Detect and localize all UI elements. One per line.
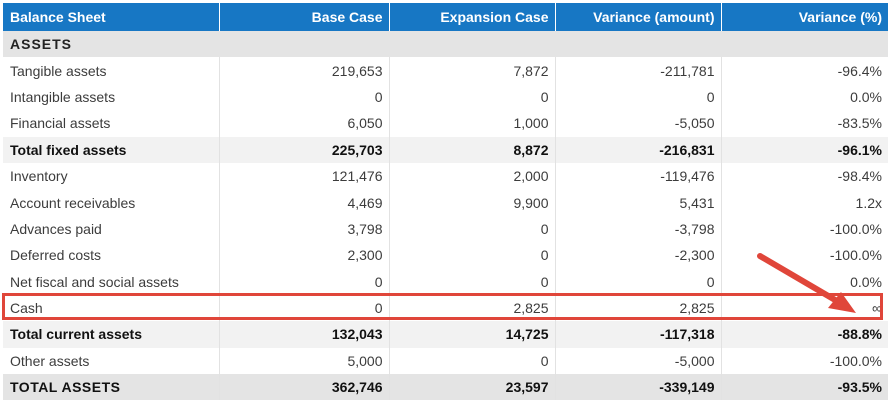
variance-amount-cell: 2,825 bbox=[555, 294, 722, 322]
row-label: Account receivables bbox=[3, 189, 220, 216]
base-case-cell: 6,050 bbox=[219, 110, 390, 137]
variance-pct-cell: 0.0% bbox=[850, 273, 882, 290]
section-row: ASSETS bbox=[3, 31, 888, 58]
expansion-case-cell: 23,597 bbox=[389, 374, 556, 401]
base-case-cell: 4,469 bbox=[219, 189, 390, 216]
row-label: Total current assets bbox=[3, 321, 220, 348]
expansion-case-cell: 0 bbox=[389, 215, 556, 243]
row-label: Intangible assets bbox=[3, 83, 220, 111]
variance-amount-cell: -2,300 bbox=[555, 242, 722, 269]
base-case-cell: 362,746 bbox=[219, 374, 390, 401]
base-case-cell: 3,798 bbox=[219, 215, 390, 243]
variance-amount-cell: -211,781 bbox=[555, 57, 722, 84]
row-label: Total fixed assets bbox=[3, 136, 220, 163]
variance-pct-cell: -83.5% bbox=[837, 115, 882, 132]
table-row: TOTAL ASSETS 362,746 23,597 -339,149 -93.5% bbox=[3, 374, 888, 401]
row-label: Other assets bbox=[3, 347, 220, 375]
expansion-case-cell: 7,872 bbox=[389, 57, 556, 84]
variance-pct-cell: ∞ bbox=[872, 300, 882, 317]
column-header-variance-pct[interactable]: Variance (%) bbox=[721, 3, 888, 31]
row-label: Deferred costs bbox=[3, 242, 220, 269]
table-row: Account receivables 4,469 9,900 5,431 1.2x bbox=[3, 189, 888, 216]
row-label: TOTAL ASSETS bbox=[3, 374, 220, 401]
table-row: Advances paid 3,798 0 -3,798 -100.0% bbox=[3, 215, 888, 243]
table-row: Tangible assets 219,653 7,872 -211,781 -96.4… bbox=[3, 57, 888, 84]
variance-amount-cell: -5,000 bbox=[555, 347, 722, 375]
base-case-cell: 225,703 bbox=[219, 136, 390, 163]
table-row: Financial assets 6,050 1,000 -5,050 -83.5% bbox=[3, 110, 888, 137]
table-row: Intangible assets 0 0 0 0.0% bbox=[3, 83, 888, 111]
variance-pct-cell: -93.5% bbox=[721, 374, 888, 401]
expansion-case-cell: 0 bbox=[389, 242, 556, 269]
expansion-case-cell: 14,725 bbox=[389, 321, 556, 348]
row-label: Cash bbox=[3, 294, 220, 322]
expansion-case-cell: 2,000 bbox=[389, 162, 556, 190]
row-label: Financial assets bbox=[3, 110, 220, 137]
expansion-case-cell: 0 bbox=[389, 268, 556, 295]
variance-pct-cell: 0.0% bbox=[850, 88, 882, 105]
variance-amount-cell: 0 bbox=[555, 83, 722, 111]
expansion-case-cell: 2,825 bbox=[389, 294, 556, 322]
column-header-balance-sheet[interactable]: Balance Sheet bbox=[3, 3, 220, 31]
table-body: ASSETS Tangible assets 219,653 7,872 -211,78… bbox=[3, 31, 888, 401]
base-case-cell: 5,000 bbox=[219, 347, 390, 375]
table-row: Inventory 121,476 2,000 -119,476 -98.4% bbox=[3, 162, 888, 190]
expansion-case-cell: 0 bbox=[389, 83, 556, 111]
variance-pct-cell: -98.4% bbox=[837, 168, 882, 185]
table-row: Total current assets 132,043 14,725 -117,31… bbox=[3, 321, 888, 348]
section-label: ASSETS bbox=[3, 31, 888, 58]
balance-sheet-table: Balance Sheet Base Case Expansion Case V… bbox=[3, 3, 888, 401]
expansion-case-cell: 9,900 bbox=[389, 189, 556, 216]
expansion-case-cell: 1,000 bbox=[389, 110, 556, 137]
row-label: Inventory bbox=[3, 162, 220, 190]
variance-pct-cell: -100.0% bbox=[829, 220, 882, 237]
variance-pct-cell: -100.0% bbox=[829, 247, 882, 264]
base-case-cell: 219,653 bbox=[219, 57, 390, 84]
base-case-cell: 121,476 bbox=[219, 162, 390, 190]
variance-amount-cell: -5,050 bbox=[555, 110, 722, 137]
column-header-variance-amount[interactable]: Variance (amount) bbox=[555, 3, 722, 31]
row-label: Tangible assets bbox=[3, 57, 220, 84]
expansion-case-cell: 0 bbox=[389, 347, 556, 375]
variance-pct-cell: -88.8% bbox=[721, 321, 888, 348]
table-row: Total fixed assets 225,703 8,872 -216,831 -9… bbox=[3, 136, 888, 163]
variance-pct-cell: -96.1% bbox=[721, 136, 888, 163]
variance-pct-cell: -100.0% bbox=[829, 352, 882, 369]
base-case-cell: 2,300 bbox=[219, 242, 390, 269]
variance-amount-cell: -3,798 bbox=[555, 215, 722, 243]
table-row: Net fiscal and social assets 0 0 0 0.0% bbox=[3, 268, 888, 295]
column-header-expansion-case[interactable]: Expansion Case bbox=[389, 3, 556, 31]
variance-amount-cell: -339,149 bbox=[555, 374, 722, 401]
row-label: Advances paid bbox=[3, 215, 220, 243]
table-row: Other assets 5,000 0 -5,000 -100.0% bbox=[3, 347, 888, 375]
table-header-row: Balance Sheet Base Case Expansion Case V… bbox=[3, 3, 888, 31]
column-header-base-case[interactable]: Base Case bbox=[219, 3, 390, 31]
variance-amount-cell: -119,476 bbox=[555, 162, 722, 190]
table-row: Deferred costs 2,300 0 -2,300 -100.0% bbox=[3, 242, 888, 269]
variance-amount-cell: 5,431 bbox=[555, 189, 722, 216]
base-case-cell: 0 bbox=[219, 83, 390, 111]
base-case-cell: 0 bbox=[219, 294, 390, 322]
variance-pct-cell: 1.2x bbox=[855, 194, 882, 211]
base-case-cell: 132,043 bbox=[219, 321, 390, 348]
variance-pct-cell: -96.4% bbox=[837, 62, 882, 79]
base-case-cell: 0 bbox=[219, 268, 390, 295]
expansion-case-cell: 8,872 bbox=[389, 136, 556, 163]
table-row-highlighted: Cash 0 2,825 2,825 ∞ bbox=[3, 294, 888, 322]
variance-amount-cell: -216,831 bbox=[555, 136, 722, 163]
variance-amount-cell: 0 bbox=[555, 268, 722, 295]
row-label: Net fiscal and social assets bbox=[3, 268, 220, 295]
variance-amount-cell: -117,318 bbox=[555, 321, 722, 348]
